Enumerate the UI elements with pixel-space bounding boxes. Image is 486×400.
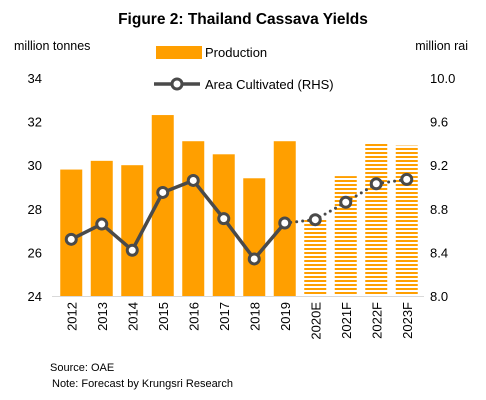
legend-production-swatch: [156, 46, 202, 59]
right-axis-tick-label: 8.0: [430, 289, 448, 304]
right-axis-unit: million rai: [415, 39, 468, 53]
left-axis-tick-label: 30: [28, 158, 42, 173]
x-axis-tick-label: 2015: [156, 302, 171, 331]
legend-area-marker: [170, 77, 184, 91]
bar-forecast: [365, 143, 388, 296]
area-point: [308, 213, 322, 227]
left-axis-tick-label: 34: [28, 71, 42, 86]
legend-area-label: Area Cultivated (RHS): [205, 77, 334, 92]
bar: [151, 115, 174, 296]
left-axis-tick-label: 26: [28, 245, 42, 260]
x-axis-tick-label: 2014: [125, 302, 140, 331]
bar-forecast: [334, 176, 357, 296]
right-axis-tick-label: 8.8: [430, 202, 448, 217]
left-axis-unit: million tonnes: [14, 39, 90, 53]
bar-forecast: [395, 145, 418, 296]
right-axis-tick-label: 10.0: [430, 71, 455, 86]
plot-area: 24 26 28 30 32 34 8.0 8.4 8.8 9.2 9.6 10.0 2012 2013 2…: [28, 71, 456, 340]
area-point: [400, 172, 414, 186]
legend-production-label: Production: [205, 45, 267, 60]
area-point: [125, 243, 139, 257]
bar: [243, 178, 266, 296]
x-axis-tick-label: 2021F: [339, 302, 354, 339]
left-axis-tick-label: 28: [28, 202, 42, 217]
source-note: Source: OAE: [50, 362, 114, 374]
x-axis-tick-label: 2012: [64, 302, 79, 331]
legend: Production Area Cultivated (RHS): [154, 45, 334, 92]
right-axis-tick-label: 9.2: [430, 158, 448, 173]
x-axis-tick-label: 2018: [247, 302, 262, 331]
area-point: [95, 217, 109, 231]
forecast-note: Note: Forecast by Krungsri Research: [52, 378, 233, 390]
chart-title: Figure 2: Thailand Cassava Yields: [118, 11, 368, 28]
x-axis-tick-label: 2020E: [308, 302, 323, 340]
area-point: [278, 216, 292, 230]
left-axis-tick-label: 24: [28, 289, 42, 304]
x-axis-tick-label: 2019: [278, 302, 293, 331]
bar: [182, 141, 205, 296]
x-axis-tick-label: 2013: [95, 302, 110, 331]
x-axis-tick-label: 2023F: [400, 302, 415, 339]
bar-forecast: [304, 219, 327, 296]
x-axis-tick-label: 2022F: [369, 302, 384, 339]
area-point: [186, 173, 200, 187]
right-axis-tick-label: 9.6: [430, 115, 448, 130]
area-point: [156, 185, 170, 199]
x-axis-tick-label: 2016: [186, 302, 201, 331]
right-axis-tick-label: 8.4: [430, 245, 448, 260]
area-point: [247, 252, 261, 266]
area-point: [339, 195, 353, 209]
bar: [60, 169, 83, 296]
bar: [121, 165, 144, 296]
bar: [212, 154, 235, 296]
area-point: [369, 177, 383, 191]
area-line-actual: [70, 178, 287, 261]
left-axis-tick-label: 32: [28, 115, 42, 130]
area-point: [64, 232, 78, 246]
area-point: [217, 212, 231, 226]
x-axis-tick-label: 2017: [217, 302, 232, 331]
